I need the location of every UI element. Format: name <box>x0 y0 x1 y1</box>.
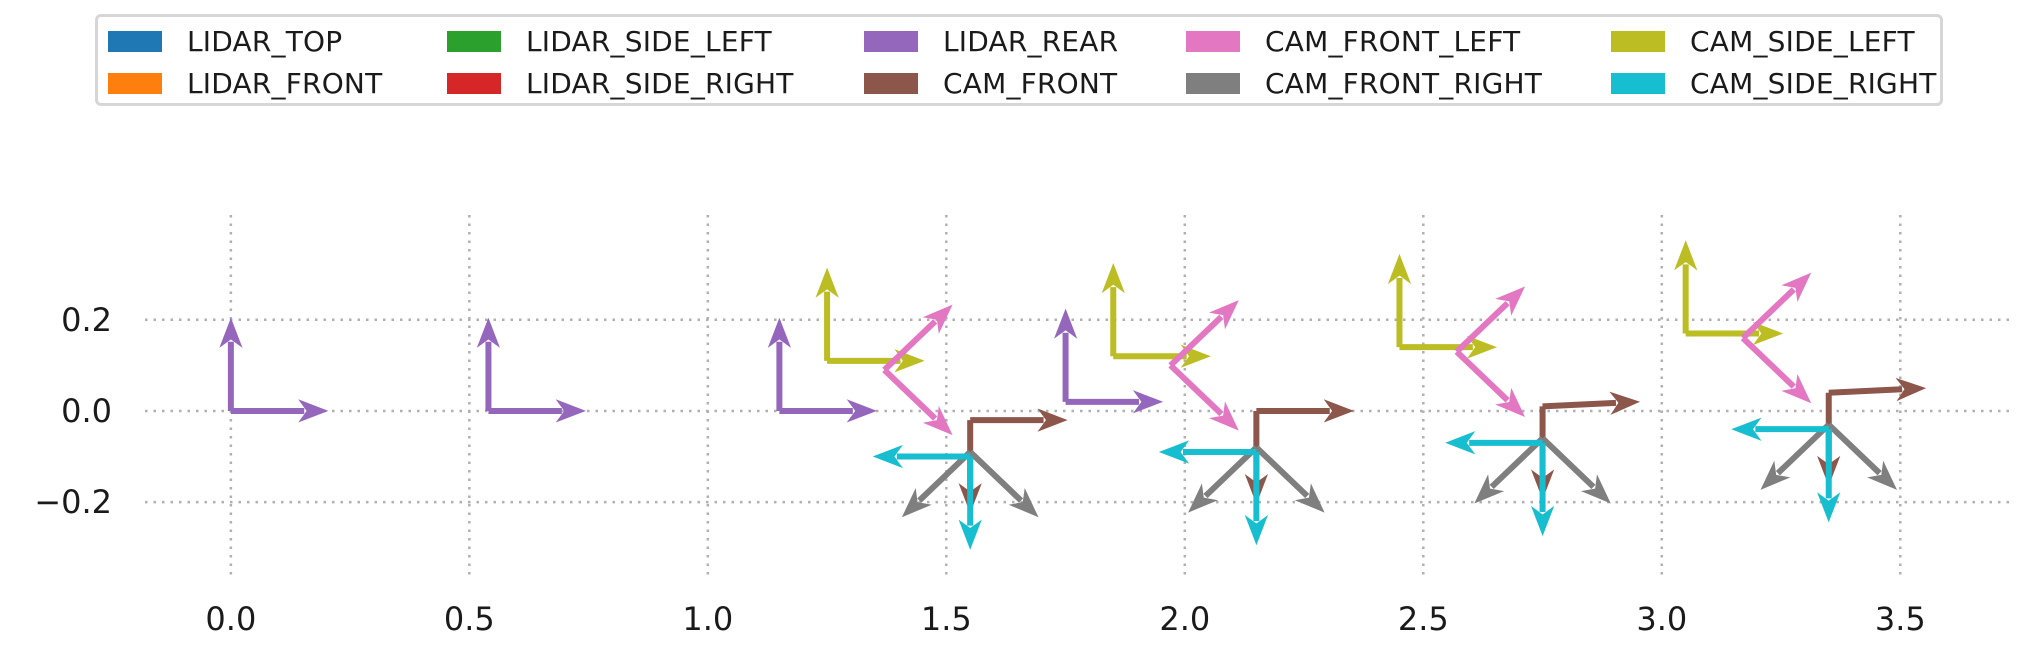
cam-side-right-y-axis-arrow <box>1817 429 1841 523</box>
legend: LIDAR_TOP LIDAR_FRONT LIDAR_SIDE_LEFT LIDAR… <box>95 14 1943 106</box>
lidar-rear-y-axis-arrow <box>1053 308 1078 402</box>
cam-side-left-y-axis-arrow <box>1101 263 1125 357</box>
cam-front-right-x-axis-arrow <box>1826 422 1898 490</box>
cam-front-left-x-axis-arrow <box>1740 272 1812 341</box>
cam-side-right-y-axis-arrow <box>958 456 982 550</box>
cam-front-left-x-axis-arrow <box>882 304 953 373</box>
x-tick-label: 2.5 <box>1398 600 1449 638</box>
legend-item-cam-side-right: CAM_SIDE_RIGHT <box>1611 63 1937 103</box>
legend-swatch <box>108 30 162 52</box>
cam-side-left-y-axis-arrow <box>1674 240 1698 334</box>
legend-swatch <box>1186 72 1240 94</box>
cam-side-right-y-axis-arrow <box>1530 442 1555 537</box>
cam-front-left-y-axis-arrow <box>1454 349 1526 417</box>
cam-front-right-y-axis-arrow <box>1474 436 1545 504</box>
legend-item-lidar-rear: LIDAR_REAR <box>864 21 1118 61</box>
lidar-rear-x-axis-arrow <box>779 399 877 423</box>
legend-swatch <box>108 72 162 94</box>
x-tick-label: 0.5 <box>444 600 495 638</box>
x-tick-label: 3.5 <box>1875 600 1926 638</box>
legend-swatch <box>447 30 501 52</box>
frame-arrows <box>219 240 1927 550</box>
legend-item-lidar-top: LIDAR_TOP <box>108 21 342 61</box>
cam-front-x-axis-arrow <box>1542 391 1641 415</box>
cam-front-x-axis-arrow <box>970 408 1068 432</box>
legend-swatch <box>864 72 918 94</box>
legend-swatch <box>1611 30 1665 52</box>
legend-swatch <box>864 30 918 52</box>
lidar-rear-y-axis-arrow <box>219 317 243 411</box>
cam-front-right-y-axis-arrow <box>1760 422 1831 490</box>
legend-label: LIDAR_FRONT <box>187 66 383 100</box>
grid-lines <box>145 215 2010 575</box>
cam-front-right-x-axis-arrow <box>968 449 1039 518</box>
cam-side-left-x-axis-arrow <box>1113 344 1211 368</box>
cam-front-left-y-axis-arrow <box>1740 335 1812 404</box>
lidar-rear-x-axis-arrow <box>1065 390 1164 414</box>
legend-item-cam-front: CAM_FRONT <box>864 63 1117 103</box>
tick-labels: 0.0 0.5 1.0 1.5 2.0 2.5 3.0 3.5 0.2 0.0 −0.2 <box>34 301 1925 638</box>
cam-front-left-y-axis-arrow <box>1168 363 1239 431</box>
cam-side-right-x-axis-arrow <box>1731 417 1829 441</box>
x-tick-label: 1.5 <box>921 600 972 638</box>
cam-side-left-x-axis-arrow <box>827 349 925 373</box>
x-tick-label: 2.0 <box>1159 600 1210 638</box>
cam-front-right-x-axis-arrow <box>1540 436 1611 504</box>
cam-front-right-x-axis-arrow <box>1254 445 1325 513</box>
lidar-rear-y-axis-arrow <box>767 317 792 411</box>
legend-item-lidar-side-right: LIDAR_SIDE_RIGHT <box>447 63 794 103</box>
legend-label: CAM_FRONT <box>943 66 1118 100</box>
cam-front-left-y-axis-arrow <box>882 367 953 436</box>
cam-front-right-y-axis-arrow <box>1188 445 1259 513</box>
y-tick-label: −0.2 <box>34 483 112 521</box>
legend-swatch <box>1611 72 1665 94</box>
legend-label: CAM_SIDE_LEFT <box>1690 24 1915 58</box>
cam-front-x-axis-arrow <box>1828 377 1927 402</box>
legend-label: LIDAR_SIDE_RIGHT <box>526 66 794 100</box>
legend-item-cam-front-left: CAM_FRONT_LEFT <box>1186 21 1520 61</box>
legend-item-lidar-front: LIDAR_FRONT <box>108 63 382 103</box>
cam-side-left-y-axis-arrow <box>1387 253 1412 348</box>
legend-item-cam-side-left: CAM_SIDE_LEFT <box>1611 21 1915 61</box>
cam-side-right-x-axis-arrow <box>1158 440 1257 464</box>
cam-side-right-x-axis-arrow <box>1445 431 1543 455</box>
legend-swatch <box>1186 30 1240 52</box>
legend-label: CAM_FRONT_LEFT <box>1265 24 1521 58</box>
cam-front-right-y-axis-arrow <box>901 449 973 518</box>
cam-side-right-x-axis-arrow <box>872 444 971 469</box>
cam-side-left-x-axis-arrow <box>1399 335 1497 359</box>
cam-front-left-x-axis-arrow <box>1454 286 1526 354</box>
legend-label: CAM_SIDE_RIGHT <box>1690 66 1937 100</box>
x-tick-label: 3.0 <box>1636 600 1687 638</box>
lidar-rear-x-axis-arrow <box>488 399 586 423</box>
cam-side-left-x-axis-arrow <box>1685 321 1784 346</box>
cam-side-right-y-axis-arrow <box>1244 451 1269 546</box>
lidar-rear-x-axis-arrow <box>230 399 329 423</box>
y-tick-label: 0.2 <box>61 301 112 339</box>
cam-front-x-axis-arrow <box>1256 399 1354 423</box>
cam-side-left-y-axis-arrow <box>815 267 839 361</box>
legend-item-lidar-side-left: LIDAR_SIDE_LEFT <box>447 21 772 61</box>
cam-front-left-x-axis-arrow <box>1168 300 1239 368</box>
y-tick-label: 0.0 <box>61 392 112 430</box>
lidar-rear-y-axis-arrow <box>476 317 501 411</box>
legend-label: CAM_FRONT_RIGHT <box>1265 66 1543 100</box>
legend-label: LIDAR_TOP <box>187 24 343 58</box>
legend-swatch <box>447 72 501 94</box>
legend-label: LIDAR_SIDE_LEFT <box>526 24 772 58</box>
x-tick-label: 1.0 <box>682 600 733 638</box>
legend-item-cam-front-right: CAM_FRONT_RIGHT <box>1186 63 1542 103</box>
x-tick-label: 0.0 <box>205 600 256 638</box>
legend-label: LIDAR_REAR <box>943 24 1119 58</box>
